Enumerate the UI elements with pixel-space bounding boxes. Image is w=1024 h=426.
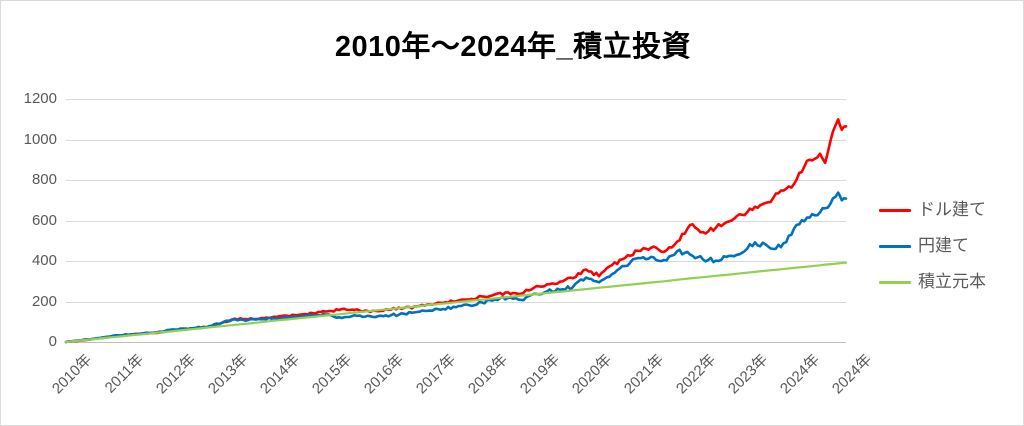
x-tick-label: 2017年	[412, 351, 460, 398]
x-axis: 2010年 2011年 2012年 2013年 2014年 2015年 2016年 2017年…	[1, 347, 1023, 425]
x-tick-label: 2018年	[464, 351, 512, 398]
x-tick-label: 2022年	[672, 351, 720, 398]
legend-item-yen: 円建て	[879, 235, 1019, 257]
y-tick-label: 1000	[23, 130, 57, 148]
x-tick-label: 2023年	[724, 351, 772, 398]
legend-item-principal: 積立元本	[879, 271, 1019, 293]
legend-item-dollar: ドル建て	[879, 199, 1019, 221]
y-tick-label: 0	[48, 333, 57, 350]
x-axis-line	[66, 342, 846, 343]
series-line-yen	[64, 191, 848, 344]
x-tick-label: 2024年	[828, 351, 876, 398]
x-tick-label: 2012年	[152, 351, 200, 398]
legend-line-marker-dollar	[879, 208, 911, 212]
series-plot	[64, 117, 848, 344]
legend: ドル建て円建て積立元本	[879, 199, 1019, 307]
legend-line-marker-yen	[879, 244, 911, 248]
gridline	[66, 180, 846, 181]
gridline	[66, 220, 846, 222]
x-tick-label: 2015年	[308, 351, 356, 398]
legend-label-principal: 積立元本	[918, 272, 986, 291]
y-tick-label: 400	[31, 252, 57, 269]
series-line-dollar	[64, 117, 848, 344]
x-tick-label: 2014年	[256, 351, 304, 398]
x-tick-label: 2019年	[516, 351, 564, 398]
legend-line-marker-principal	[879, 280, 911, 284]
x-tick-label: 2011年	[101, 351, 148, 397]
x-tick-label: 2013年	[204, 351, 252, 398]
gridline	[66, 99, 846, 100]
chart-title: 2010年～2024年_積立投資	[334, 31, 692, 63]
series-line-principal	[64, 261, 848, 344]
x-tick-label: 2021年	[620, 351, 668, 398]
x-tick-label: 2010年	[48, 351, 96, 398]
x-tick-label: 2016年	[360, 351, 408, 398]
legend-label-yen: 円建て	[918, 236, 969, 255]
gridline	[66, 139, 846, 141]
y-tick-label: 800	[31, 171, 57, 188]
legend-label-dollar: ドル建て	[918, 200, 986, 219]
gridline	[66, 261, 846, 262]
x-tick-label: 2020年	[568, 351, 616, 398]
y-tick-label: 200	[31, 292, 57, 310]
y-tick-label: 1200	[23, 90, 57, 107]
y-tick-label: 600	[31, 211, 57, 229]
plot-area	[64, 99, 848, 344]
y-axis: 0 200 400 600 800 1000 1200	[1, 91, 57, 359]
x-tick-label: 2024年	[776, 351, 824, 398]
